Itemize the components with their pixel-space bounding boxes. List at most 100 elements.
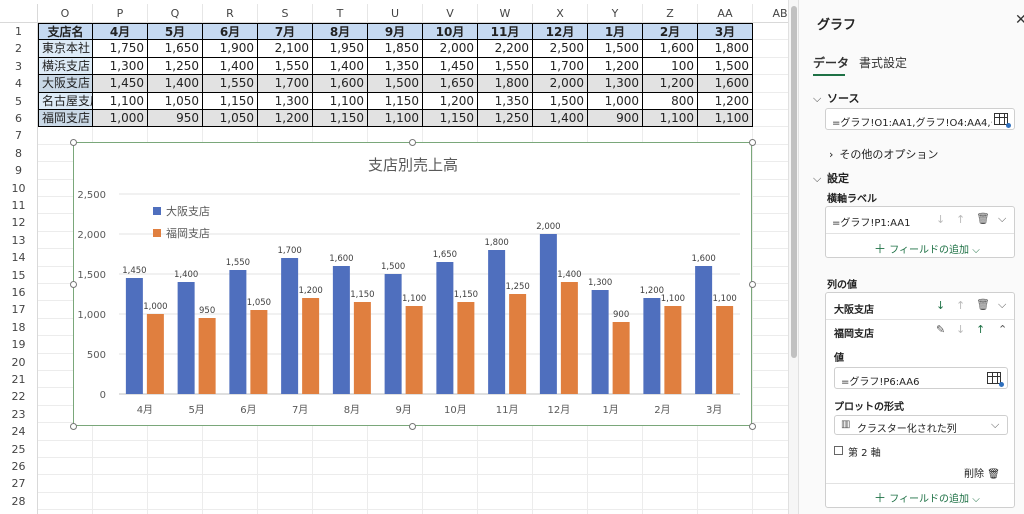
tab-data[interactable]: データ (813, 56, 850, 70)
row-header[interactable]: 21 (0, 371, 38, 389)
table-cell[interactable]: 2,100 (258, 40, 313, 58)
table-cell[interactable]: 1,100 (368, 110, 423, 128)
column-header[interactable]: O (38, 4, 93, 23)
table-cell[interactable]: 1,200 (588, 57, 643, 76)
table-header-cell[interactable]: 4月 (93, 23, 148, 41)
table-cell[interactable]: 福岡支店 (38, 110, 93, 128)
resize-handle[interactable] (70, 281, 77, 288)
table-cell[interactable]: 1,800 (698, 40, 753, 58)
series1-name[interactable]: 大阪支店 (834, 305, 874, 316)
table-cell[interactable]: 1,300 (588, 75, 643, 93)
table-cell[interactable]: 1,450 (93, 75, 148, 93)
table-cell[interactable]: 1,650 (148, 40, 203, 58)
table-cell[interactable]: 1,350 (368, 57, 423, 76)
resize-handle[interactable] (70, 139, 77, 146)
row-header[interactable]: 20 (0, 353, 38, 371)
arrow-down-icon[interactable]: ↓ (936, 213, 946, 226)
table-cell[interactable]: 1,600 (698, 75, 753, 93)
source-section-toggle[interactable]: ⌵ ソース (813, 90, 859, 106)
arrow-down-icon[interactable]: ↓ (956, 323, 966, 336)
table-cell[interactable]: 1,100 (643, 110, 698, 128)
range-select-icon[interactable] (987, 372, 1004, 387)
table-header-cell[interactable]: 12月 (533, 23, 588, 41)
row-header[interactable]: 26 (0, 458, 38, 476)
table-header-cell[interactable]: 7月 (258, 23, 313, 41)
source-range-input[interactable]: =グラフ!O1:AA1,グラフ!O4:AA4,グラ… (825, 108, 1015, 130)
column-header[interactable]: R (203, 4, 258, 23)
table-header-cell[interactable]: 1月 (588, 23, 643, 41)
table-cell[interactable]: 1,500 (368, 75, 423, 93)
range-select-icon[interactable] (994, 113, 1011, 128)
pencil-icon[interactable]: ✎ (936, 323, 946, 336)
row-header[interactable]: 10 (0, 179, 38, 197)
column-header[interactable]: X (533, 4, 588, 23)
table-cell[interactable]: 1,400 (203, 57, 258, 76)
table-header-cell[interactable]: 2月 (643, 23, 698, 41)
table-cell[interactable]: 1,500 (588, 40, 643, 58)
table-cell[interactable]: 900 (588, 110, 643, 128)
table-cell[interactable]: 1,050 (203, 110, 258, 128)
table-cell[interactable]: 1,700 (533, 57, 588, 76)
row-header[interactable]: 3 (0, 57, 38, 76)
delete-series-button[interactable]: 削除 🗑 (964, 465, 1000, 480)
row-header[interactable]: 16 (0, 284, 38, 302)
table-cell[interactable]: 1,800 (478, 75, 533, 93)
table-cell[interactable]: 2,200 (478, 40, 533, 58)
bar-chart[interactable]: 支店別売上高 0 500 1,000 1,500 2,000 2,500 1,450 1,000… (73, 142, 752, 426)
table-cell[interactable]: 950 (148, 110, 203, 128)
column-header[interactable]: V (423, 4, 478, 23)
table-cell[interactable]: 1,200 (698, 92, 753, 110)
table-header-cell[interactable]: 11月 (478, 23, 533, 41)
table-cell[interactable]: 1,750 (93, 40, 148, 58)
row-header[interactable]: 6 (0, 110, 38, 128)
row-header[interactable]: 23 (0, 405, 38, 424)
column-header[interactable]: S (258, 4, 313, 23)
column-header[interactable]: Z (643, 4, 698, 23)
secondary-axis-checkbox[interactable] (834, 446, 843, 455)
arrow-up-icon[interactable]: ↑ (976, 323, 986, 336)
table-header-cell[interactable]: 10月 (423, 23, 478, 41)
table-header-cell[interactable]: 支店名 (38, 23, 93, 41)
table-cell[interactable]: 1,850 (368, 40, 423, 58)
column-header[interactable]: AB (753, 4, 788, 23)
table-cell[interactable]: 2,000 (533, 75, 588, 93)
vertical-scrollbar[interactable] (788, 0, 798, 514)
chevron-down-icon[interactable]: ⌵ (998, 298, 1007, 311)
table-cell[interactable]: 1,450 (423, 57, 478, 76)
plot-format-select[interactable]: ▥ クラスター化された列 ⌵ (834, 415, 1008, 435)
resize-handle[interactable] (409, 139, 416, 146)
column-header[interactable]: W (478, 4, 533, 23)
column-header[interactable]: U (368, 4, 423, 23)
table-cell[interactable]: 1,500 (533, 92, 588, 110)
table-cell[interactable]: 1,200 (643, 75, 698, 93)
table-cell[interactable]: 名古屋支店 (38, 92, 93, 110)
resize-handle[interactable] (749, 139, 756, 146)
table-cell[interactable]: 800 (643, 92, 698, 110)
table-cell[interactable]: 1,150 (313, 110, 368, 128)
table-cell[interactable]: 2,000 (423, 40, 478, 58)
table-cell[interactable]: 1,150 (203, 92, 258, 110)
table-cell[interactable]: 1,100 (93, 92, 148, 110)
row-header[interactable]: 12 (0, 214, 38, 232)
table-cell[interactable]: 1,200 (423, 92, 478, 110)
column-header[interactable]: P (93, 4, 148, 23)
row-header[interactable]: 7 (0, 127, 38, 145)
row-header[interactable]: 18 (0, 318, 38, 337)
close-icon[interactable]: ✕ (1015, 12, 1024, 28)
arrow-up-icon[interactable]: ↑ (956, 299, 966, 312)
arrow-up-icon[interactable]: ↑ (956, 213, 966, 226)
select-all-corner[interactable] (0, 4, 38, 23)
series2-name[interactable]: 福岡支店 (834, 329, 874, 340)
table-header-cell[interactable]: 9月 (368, 23, 423, 41)
trash-icon[interactable]: 🗑 (976, 298, 990, 311)
scrollbar-thumb[interactable] (791, 6, 797, 358)
table-cell[interactable]: 1,300 (258, 92, 313, 110)
table-header-cell[interactable]: 3月 (698, 23, 753, 41)
table-cell[interactable]: 1,000 (93, 110, 148, 128)
row-header[interactable]: 1 (0, 23, 38, 41)
table-cell[interactable]: 1,100 (698, 110, 753, 128)
series-value-input[interactable]: =グラフ!P6:AA6 (834, 367, 1008, 389)
row-header[interactable]: 15 (0, 266, 38, 284)
table-cell[interactable]: 1,550 (478, 57, 533, 76)
table-cell[interactable]: 1,400 (533, 110, 588, 128)
